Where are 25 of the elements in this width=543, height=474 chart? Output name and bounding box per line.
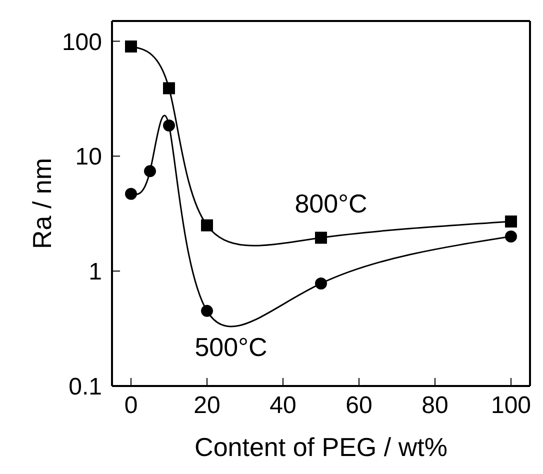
x-tick-label: 20 (194, 392, 220, 420)
x-tick-label: 40 (270, 392, 296, 420)
y-tick-label: 1 (88, 258, 102, 286)
x-axis-title: Content of PEG / wt% (194, 432, 448, 462)
point (201, 304, 213, 317)
x-tick-label: 100 (490, 392, 532, 420)
point (163, 119, 175, 132)
point (315, 277, 327, 290)
series-label: 800°C (294, 188, 368, 219)
y-tick-label: 0.1 (68, 374, 102, 401)
point (144, 165, 156, 178)
y-tick-label: 100 (62, 28, 102, 56)
point (125, 188, 137, 200)
point (505, 230, 517, 242)
x-tick-label: 60 (346, 392, 372, 420)
point (163, 82, 175, 94)
point (125, 40, 137, 52)
point (505, 216, 517, 228)
point (315, 232, 327, 244)
y-axis-title: Ra / nm (27, 158, 58, 250)
point (201, 219, 213, 232)
x-tick-label: 80 (422, 392, 448, 420)
x-tick-label: 0 (124, 392, 138, 420)
series-label: 500°C (194, 332, 268, 362)
y-tick-label: 10 (75, 144, 102, 171)
